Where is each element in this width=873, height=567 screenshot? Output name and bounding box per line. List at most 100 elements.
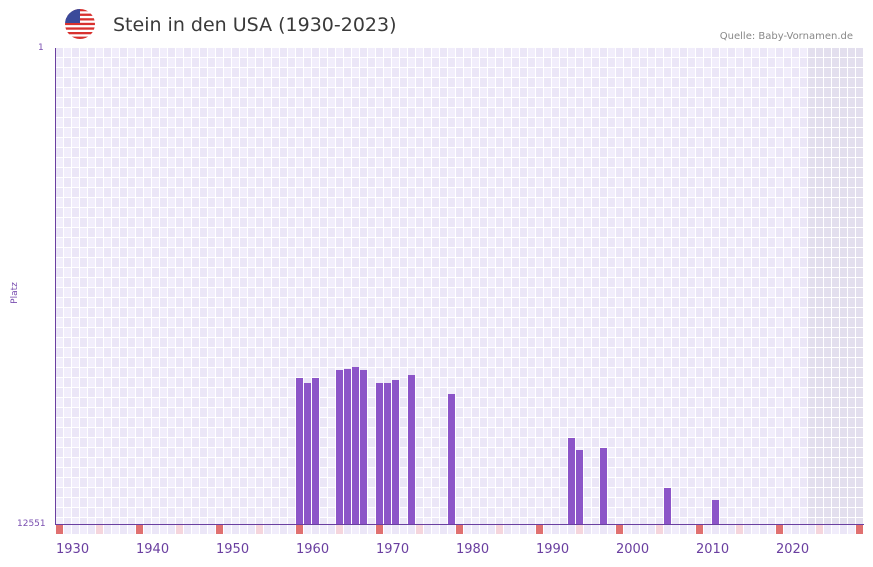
- year-marker: [784, 525, 791, 534]
- plot-grid: [56, 48, 863, 525]
- year-marker: [528, 525, 535, 534]
- bar-1962[interactable]: [312, 377, 319, 525]
- bar-1965[interactable]: [336, 370, 343, 525]
- year-marker: [432, 525, 439, 534]
- year-marker: [360, 525, 367, 534]
- year-marker: [232, 525, 239, 534]
- year-marker: [728, 525, 735, 534]
- year-marker: [824, 525, 831, 534]
- year-marker: [352, 525, 359, 534]
- year-marker: [696, 525, 703, 534]
- year-marker: [568, 525, 575, 534]
- y-axis-top-label: 1: [38, 43, 44, 53]
- x-tick-label: 1940: [136, 542, 170, 557]
- y-axis-title: Platz: [9, 282, 20, 304]
- year-marker: [800, 525, 807, 534]
- bar-1979[interactable]: [448, 393, 455, 525]
- year-marker: [688, 525, 695, 534]
- bar-1972[interactable]: [392, 379, 399, 525]
- year-marker: [160, 525, 167, 534]
- year-marker: [400, 525, 407, 534]
- bar-1995[interactable]: [576, 450, 583, 525]
- year-marker: [368, 525, 375, 534]
- bar-1998[interactable]: [600, 447, 607, 525]
- bar-1994[interactable]: [568, 437, 575, 525]
- year-marker: [72, 525, 79, 534]
- bar-1967[interactable]: [352, 367, 359, 525]
- year-marker: [88, 525, 95, 534]
- year-marker: [392, 525, 399, 534]
- year-marker: [832, 525, 839, 534]
- year-marker: [424, 525, 431, 534]
- x-tick-label: 1960: [296, 542, 330, 557]
- year-marker: [720, 525, 727, 534]
- year-marker: [176, 525, 183, 534]
- year-marker: [768, 525, 775, 534]
- year-marker: [744, 525, 751, 534]
- year-marker: [584, 525, 591, 534]
- year-marker: [560, 525, 567, 534]
- year-marker: [448, 525, 455, 534]
- chart-title: Stein in den USA (1930-2023): [113, 14, 397, 36]
- year-marker: [616, 525, 623, 534]
- year-marker: [120, 525, 127, 534]
- year-marker: [376, 525, 383, 534]
- year-marker: [480, 525, 487, 534]
- year-marker: [312, 525, 319, 534]
- year-marker: [456, 525, 463, 534]
- year-marker: [336, 525, 343, 534]
- bar-2012[interactable]: [712, 499, 719, 525]
- bar-1960[interactable]: [296, 377, 303, 525]
- year-marker: [264, 525, 271, 534]
- year-marker: [200, 525, 207, 534]
- bar-1971[interactable]: [384, 383, 391, 525]
- year-marker: [328, 525, 335, 534]
- year-marker: [552, 525, 559, 534]
- year-marker: [656, 525, 663, 534]
- year-marker: [152, 525, 159, 534]
- bar-1974[interactable]: [408, 374, 415, 525]
- year-marker: [320, 525, 327, 534]
- bar-1966[interactable]: [344, 369, 351, 525]
- year-marker: [56, 525, 63, 534]
- year-marker: [792, 525, 799, 534]
- year-marker: [496, 525, 503, 534]
- bar-1961[interactable]: [304, 383, 311, 525]
- x-tick-label: 1970: [376, 542, 410, 557]
- x-tick-label: 1990: [536, 542, 570, 557]
- x-tick-label: 2000: [616, 542, 650, 557]
- year-marker: [672, 525, 679, 534]
- year-marker: [184, 525, 191, 534]
- year-marker: [248, 525, 255, 534]
- year-marker: [240, 525, 247, 534]
- source-label: Quelle: Baby-Vornamen.de: [719, 31, 853, 42]
- year-marker: [848, 525, 855, 534]
- year-marker: [576, 525, 583, 534]
- year-marker: [440, 525, 447, 534]
- year-marker: [96, 525, 103, 534]
- year-marker: [464, 525, 471, 534]
- year-marker: [112, 525, 119, 534]
- year-marker: [648, 525, 655, 534]
- year-marker: [736, 525, 743, 534]
- year-marker: [592, 525, 599, 534]
- year-marker: [600, 525, 607, 534]
- year-marker: [192, 525, 199, 534]
- year-marker: [64, 525, 71, 534]
- year-marker: [408, 525, 415, 534]
- year-marker: [280, 525, 287, 534]
- year-marker: [208, 525, 215, 534]
- year-marker: [344, 525, 351, 534]
- year-marker: [704, 525, 711, 534]
- bar-1970[interactable]: [376, 383, 383, 525]
- year-marker: [168, 525, 175, 534]
- year-marker: [224, 525, 231, 534]
- year-marker: [304, 525, 311, 534]
- year-marker: [536, 525, 543, 534]
- x-axis-line: [55, 524, 864, 525]
- year-marker: [288, 525, 295, 534]
- bar-1968[interactable]: [360, 370, 367, 525]
- bar-2006[interactable]: [664, 487, 671, 525]
- year-marker: [128, 525, 135, 534]
- year-marker: [80, 525, 87, 534]
